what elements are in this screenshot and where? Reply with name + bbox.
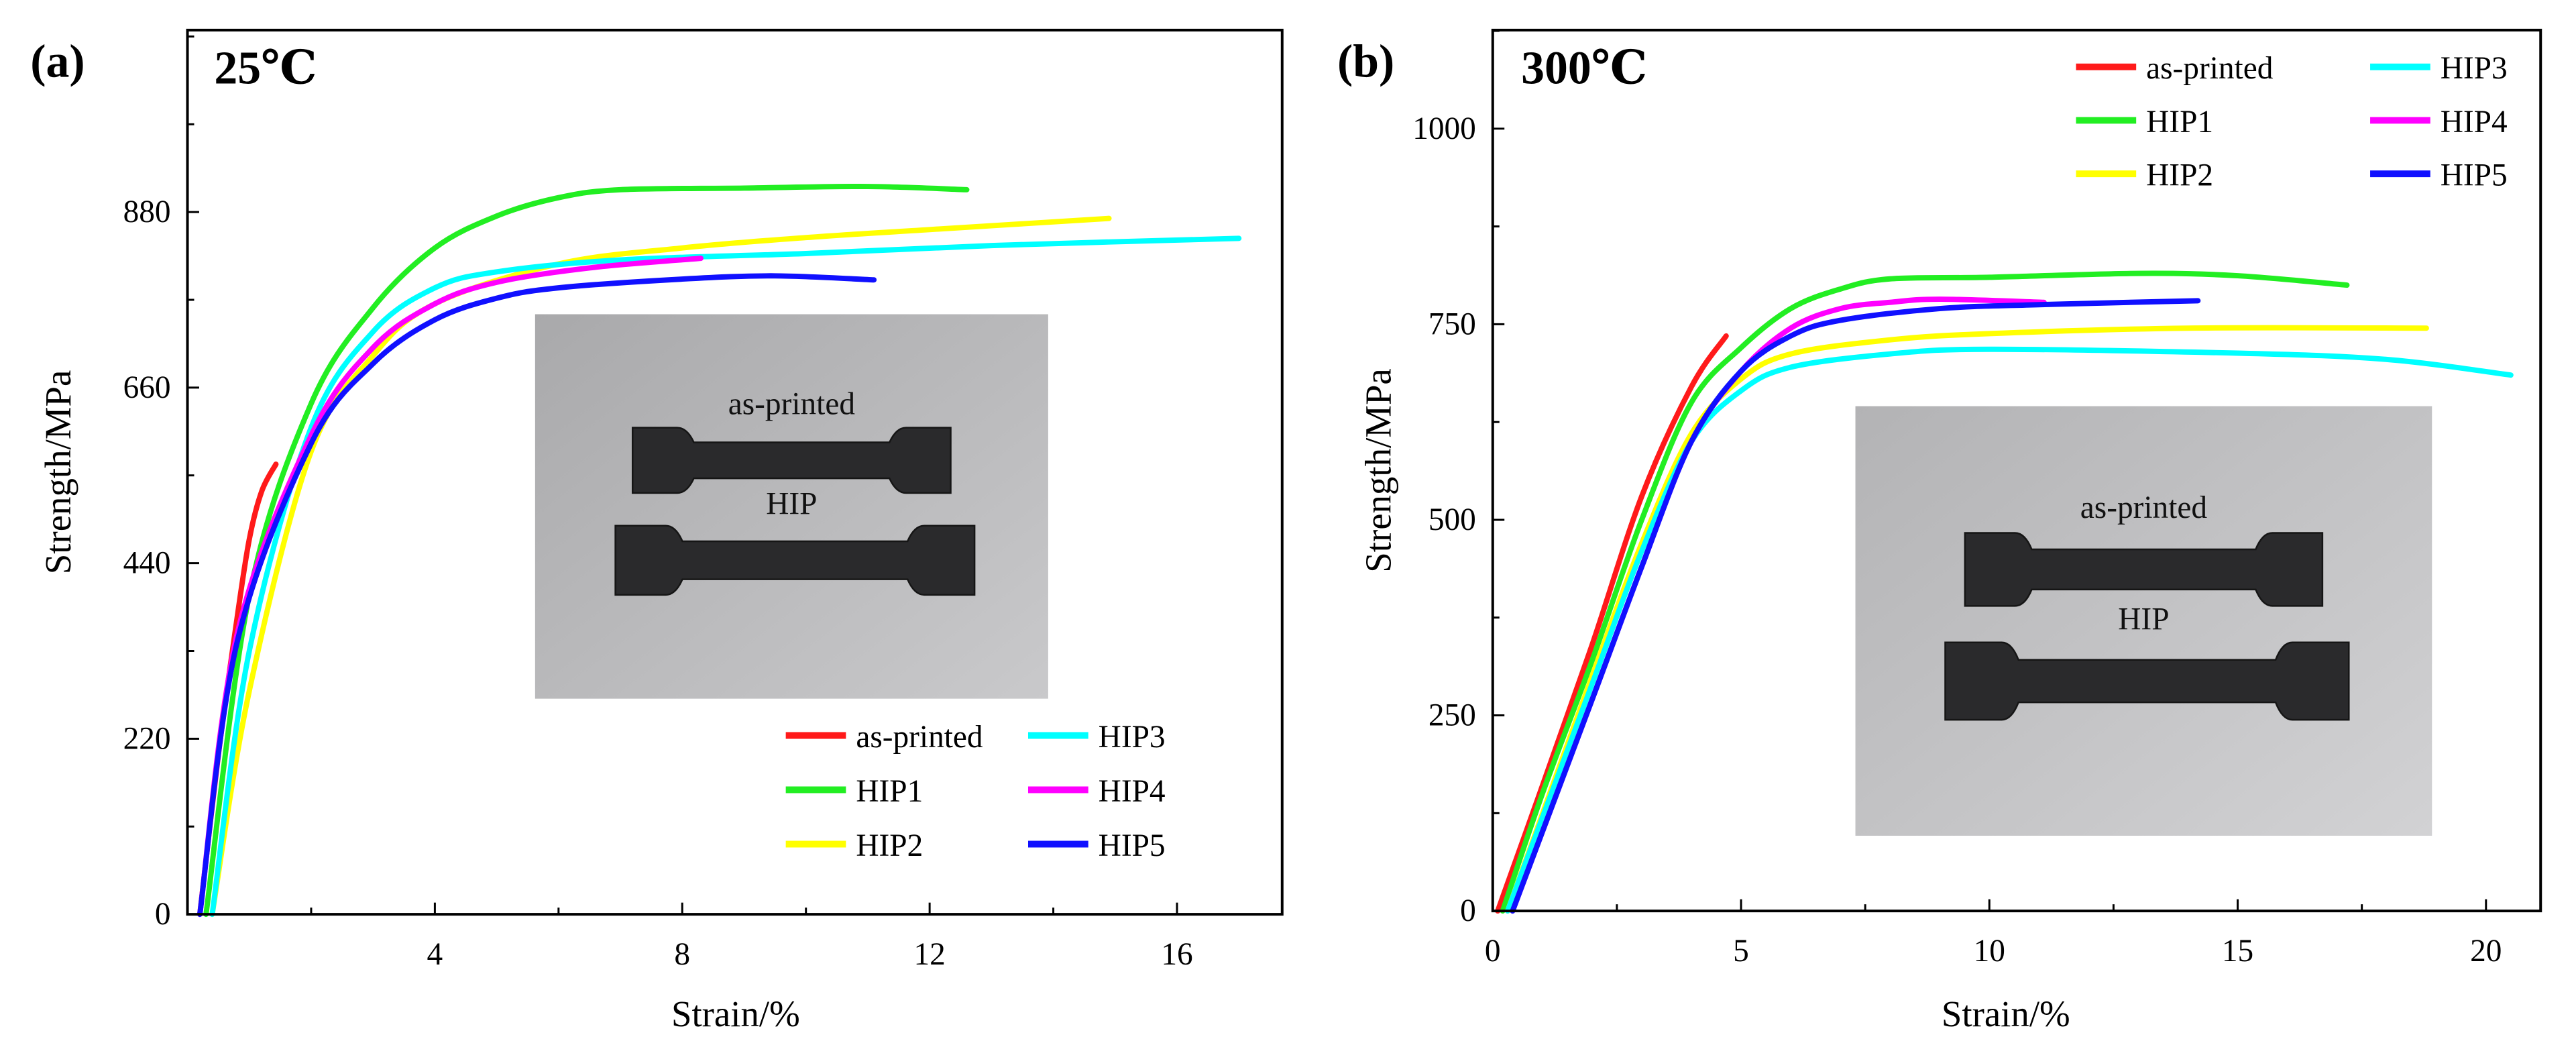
legend-label-hip2: HIP2: [856, 828, 923, 863]
legend-label-hip3: HIP3: [1099, 720, 1166, 755]
legend-label-hip4: HIP4: [2441, 105, 2508, 140]
x-tick-label: 20: [2470, 934, 2502, 969]
x-tick-label: 0: [1485, 934, 1501, 969]
inset-label-as-printed: as-printed: [728, 387, 856, 422]
panel-label: (a): [30, 36, 85, 88]
y-tick-label: 0: [155, 897, 171, 932]
y-tick-label: 1000: [1412, 111, 1476, 146]
specimen-as-printed: [631, 427, 952, 494]
inset-photo: as-printed HIP: [1855, 406, 2432, 836]
plot-frame: [1491, 28, 2542, 913]
x-axis-label: Strain/%: [1942, 993, 2070, 1034]
x-tick-label: 12: [913, 937, 945, 972]
photo-background: [1855, 406, 2432, 836]
legend-label-hip1: HIP1: [2146, 105, 2213, 140]
legend-label-hip5: HIP5: [1099, 828, 1166, 863]
y-tick-label: 0: [1460, 893, 1476, 928]
legend-label-hip5: HIP5: [2441, 158, 2508, 193]
y-tick-label: 220: [123, 721, 171, 756]
legend-label-hip2: HIP2: [2146, 158, 2213, 193]
series-line-hip5: [197, 273, 877, 918]
legend-label-hip3: HIP3: [2441, 51, 2508, 86]
y-tick-label: 880: [123, 195, 171, 229]
inset-label-hip: HIP: [766, 487, 817, 522]
legend-label-hip1: HIP1: [856, 774, 923, 809]
legend-label-as-printed: as-printed: [2146, 51, 2274, 86]
specimen-hip: [1944, 641, 2350, 721]
y-axis-label: Strength/MPa: [1358, 368, 1399, 573]
photo-background: [535, 314, 1048, 699]
chart-title: 25℃: [214, 43, 317, 95]
y-tick-label: 500: [1429, 502, 1476, 537]
x-axis-label: Strain/%: [671, 993, 800, 1034]
panel-label: (b): [1337, 36, 1394, 88]
x-tick-label: 8: [674, 937, 690, 972]
chart-title: 300℃: [1521, 43, 1647, 95]
y-tick-label: 250: [1429, 698, 1476, 733]
x-tick-label: 5: [1733, 934, 1749, 969]
legend-label-hip4: HIP4: [1099, 774, 1166, 809]
y-tick-label: 750: [1429, 307, 1476, 341]
inset-photo: as-printed HIP: [535, 314, 1048, 699]
legend: as-printed HIP1 HIP2 HIP3 HIP4 HIP5: [2076, 51, 2508, 193]
series-line-hip3: [1504, 346, 2514, 914]
legend-label-as-printed: as-printed: [856, 720, 983, 755]
inset-label-hip: HIP: [2118, 602, 2169, 637]
series-line-hip1: [1500, 270, 2350, 914]
x-tick-label: 4: [427, 937, 443, 972]
series-line-hip2: [1504, 325, 2429, 914]
y-tick-label: 440: [123, 546, 171, 581]
x-tick-label: 15: [2222, 934, 2253, 969]
x-tick-label: 10: [1974, 934, 2005, 969]
y-axis-label: Strength/MPa: [38, 370, 78, 575]
y-tick-label: 660: [123, 370, 171, 405]
panel-b: as-printed HIP 0 5 10 15 20 0 250 500 750 1000 (b) 30…: [1337, 28, 2542, 1034]
plot-frame: [186, 28, 1284, 916]
x-tick-label: 16: [1161, 937, 1192, 972]
series-line-hip3: [209, 235, 1242, 918]
series-line-as-printed: [1495, 333, 1729, 914]
specimen-as-printed: [1964, 532, 2324, 607]
specimen-hip: [614, 525, 976, 596]
series-line-hip5: [1510, 298, 2201, 914]
legend: as-printed HIP1 HIP2 HIP3 HIP4 HIP5: [785, 720, 1166, 863]
inset-label-as-printed: as-printed: [2080, 490, 2208, 525]
